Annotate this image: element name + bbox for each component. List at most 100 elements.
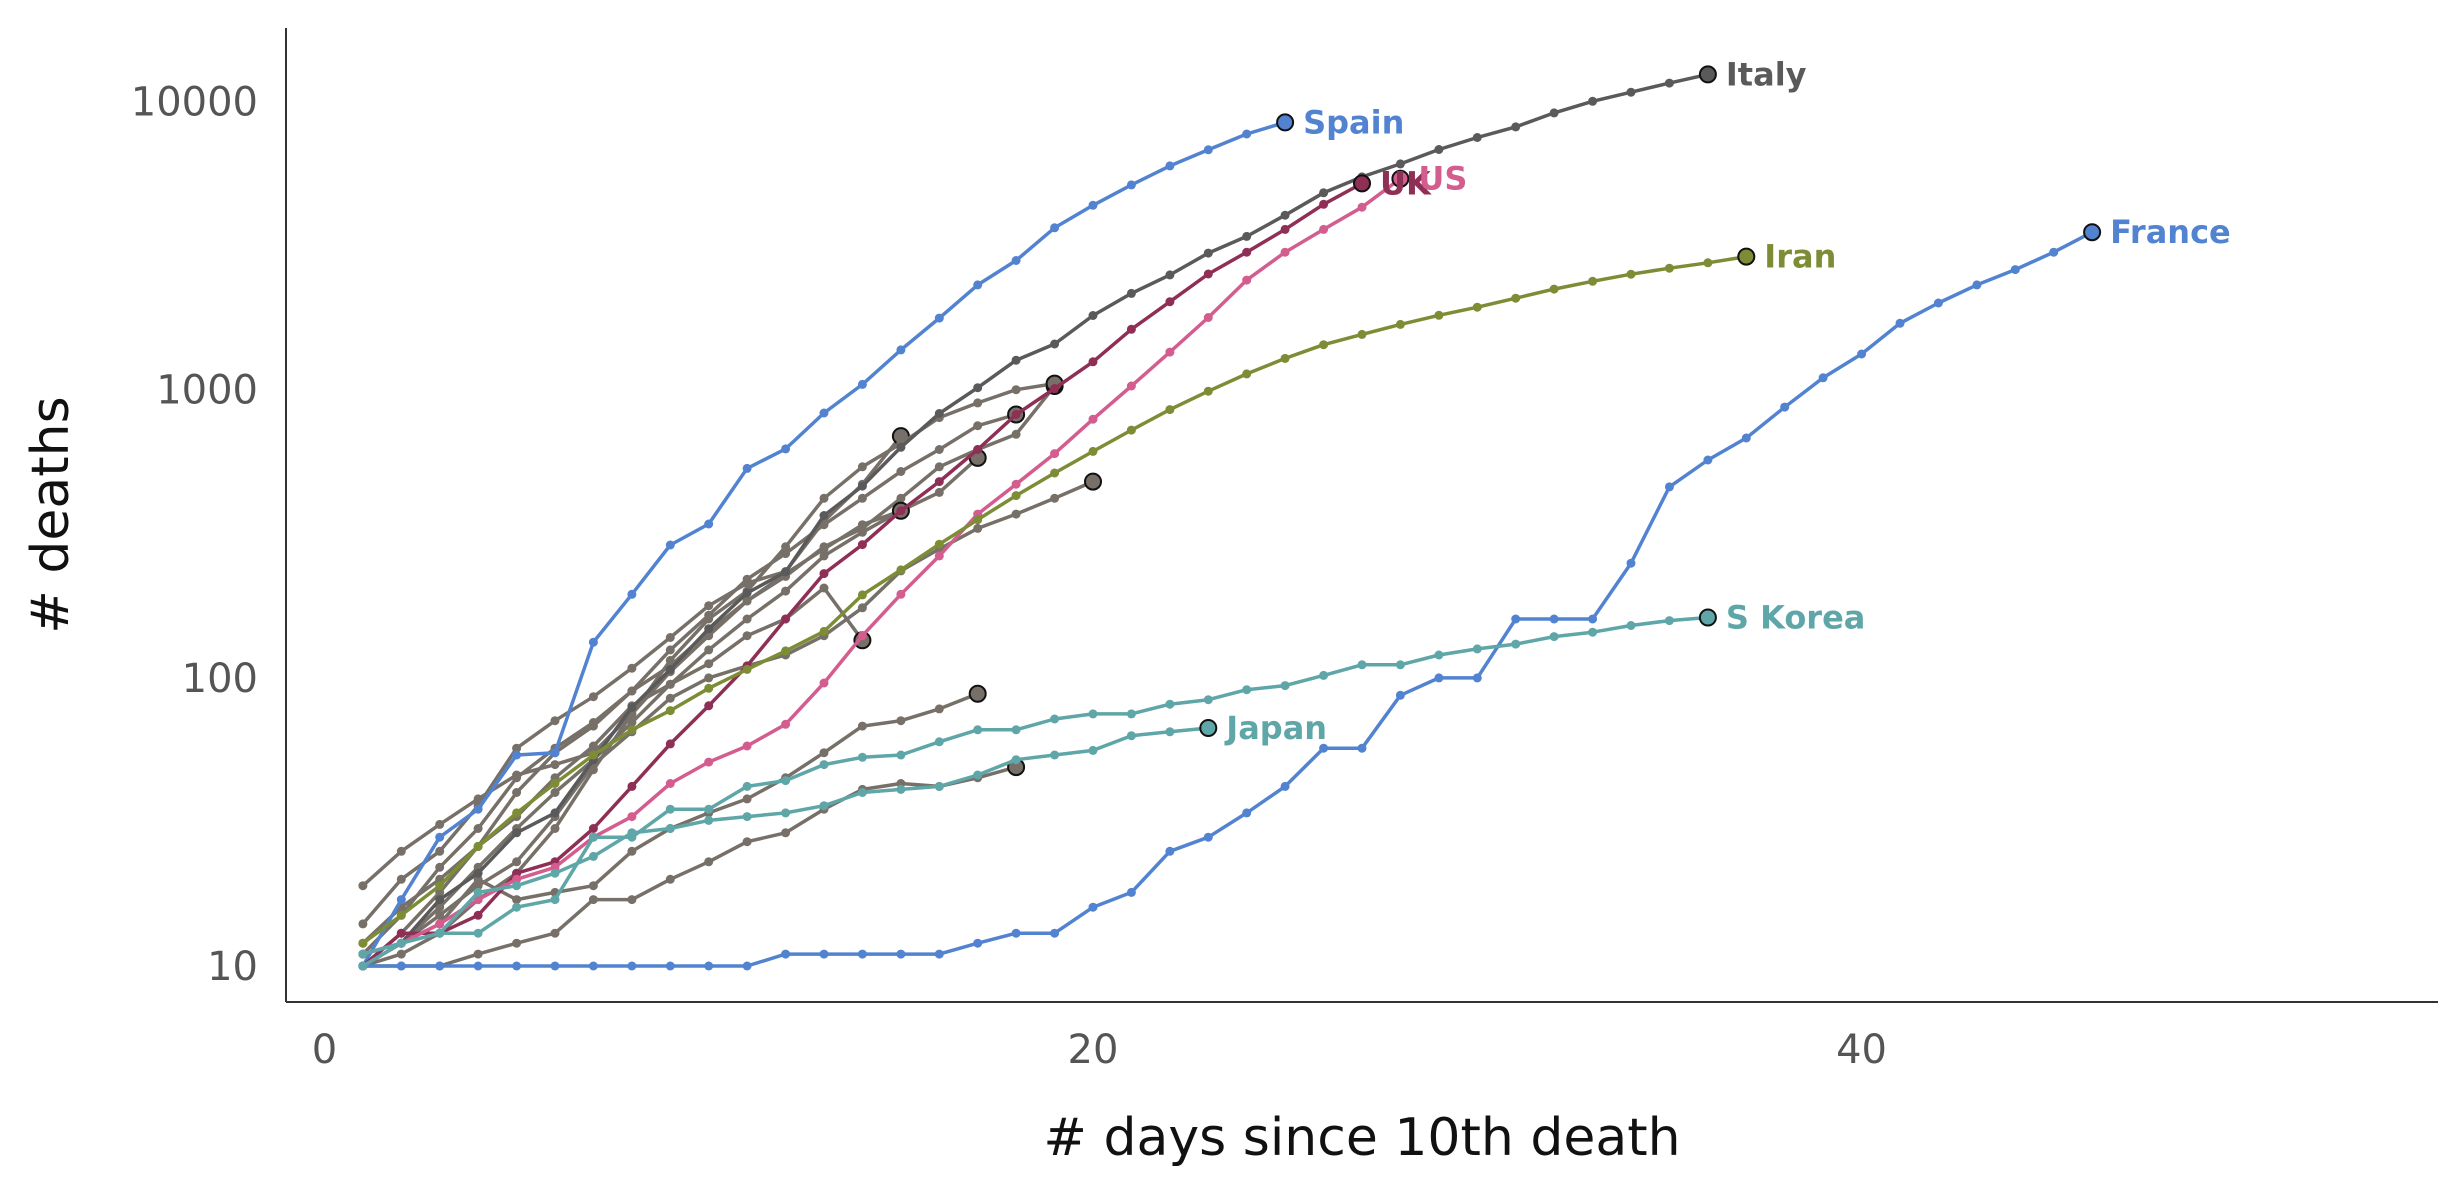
data-point xyxy=(896,467,906,476)
data-point xyxy=(1357,202,1367,212)
data-point xyxy=(627,589,637,599)
x-tick-label: 0 xyxy=(312,1027,337,1073)
data-point xyxy=(1203,832,1213,842)
data-point xyxy=(512,938,522,948)
data-point xyxy=(973,445,983,454)
data-point xyxy=(1703,455,1713,465)
data-point xyxy=(396,910,406,920)
data-point xyxy=(934,551,944,561)
data-point xyxy=(665,693,675,703)
data-point xyxy=(781,542,791,552)
data-point xyxy=(665,645,675,655)
y-tick-label: 10 xyxy=(207,944,258,990)
data-point xyxy=(665,779,675,788)
data-point xyxy=(1203,313,1213,322)
data-point xyxy=(857,540,867,550)
data-point xyxy=(1011,410,1021,419)
data-point xyxy=(1280,247,1290,257)
data-point xyxy=(973,770,983,780)
data-point xyxy=(742,961,752,971)
series-label-iran: Iran xyxy=(1764,238,1836,276)
data-point xyxy=(742,837,752,847)
data-point xyxy=(742,741,752,751)
data-point xyxy=(588,692,598,702)
data-point xyxy=(550,760,560,770)
data-point xyxy=(1165,347,1175,357)
data-point xyxy=(550,748,560,758)
data-point xyxy=(588,637,598,647)
data-point xyxy=(1319,670,1329,680)
data-point xyxy=(1126,180,1136,190)
data-point xyxy=(550,788,560,797)
data-point xyxy=(973,725,983,735)
data-point xyxy=(1472,302,1482,312)
data-point xyxy=(857,721,867,731)
data-point xyxy=(704,804,714,814)
data-point xyxy=(973,523,983,533)
data-point xyxy=(665,706,675,716)
data-point xyxy=(473,928,483,938)
data-point xyxy=(1280,210,1290,220)
data-point xyxy=(704,815,714,825)
data-point xyxy=(1588,276,1598,286)
data-point xyxy=(1088,745,1098,755)
data-point xyxy=(1011,725,1021,735)
series-endpoint xyxy=(1276,113,1295,132)
series-endpoint xyxy=(1199,719,1218,737)
data-point xyxy=(704,673,714,683)
data-point xyxy=(973,383,983,393)
data-point xyxy=(627,725,637,735)
data-point xyxy=(1626,558,1636,568)
data-point xyxy=(435,961,445,971)
data-point xyxy=(1050,223,1060,233)
data-point xyxy=(857,481,867,491)
data-point xyxy=(781,949,791,959)
series-italy xyxy=(358,65,1717,971)
data-point xyxy=(973,515,983,525)
data-point xyxy=(1741,433,1751,443)
data-point xyxy=(512,750,522,760)
data-point xyxy=(1165,405,1175,415)
data-point xyxy=(742,574,752,584)
series-label-france: France xyxy=(2110,213,2231,251)
data-point xyxy=(512,773,522,783)
data-point xyxy=(627,663,637,673)
data-point xyxy=(857,631,867,641)
series-france xyxy=(358,223,2102,971)
data-point xyxy=(819,511,829,520)
data-point xyxy=(435,887,445,897)
data-point xyxy=(627,686,637,696)
data-point xyxy=(819,493,829,503)
data-point xyxy=(1088,709,1098,719)
data-point xyxy=(973,421,983,431)
data-point xyxy=(512,902,522,912)
data-point xyxy=(588,765,598,775)
data-point xyxy=(934,445,944,454)
series-line xyxy=(362,726,1209,968)
data-point xyxy=(742,664,752,674)
data-point xyxy=(1588,614,1598,624)
data-point xyxy=(550,961,560,971)
data-point xyxy=(934,487,944,497)
data-point xyxy=(1203,145,1213,155)
data-point xyxy=(2010,265,2020,275)
data-point xyxy=(588,832,598,842)
data-point xyxy=(1434,650,1444,660)
data-point xyxy=(704,857,714,867)
data-point xyxy=(857,590,867,600)
data-point xyxy=(973,398,983,408)
data-point xyxy=(1011,385,1021,395)
data-point xyxy=(435,819,445,829)
data-point xyxy=(1395,319,1405,329)
data-point xyxy=(896,506,906,516)
data-point xyxy=(896,716,906,726)
data-point xyxy=(781,586,791,596)
data-point xyxy=(857,493,867,503)
data-point xyxy=(473,794,483,804)
data-point xyxy=(1434,673,1444,683)
data-point xyxy=(550,716,560,726)
data-point xyxy=(1050,928,1060,938)
data-point xyxy=(1319,224,1329,234)
data-point xyxy=(1050,750,1060,760)
data-point xyxy=(1242,808,1252,818)
